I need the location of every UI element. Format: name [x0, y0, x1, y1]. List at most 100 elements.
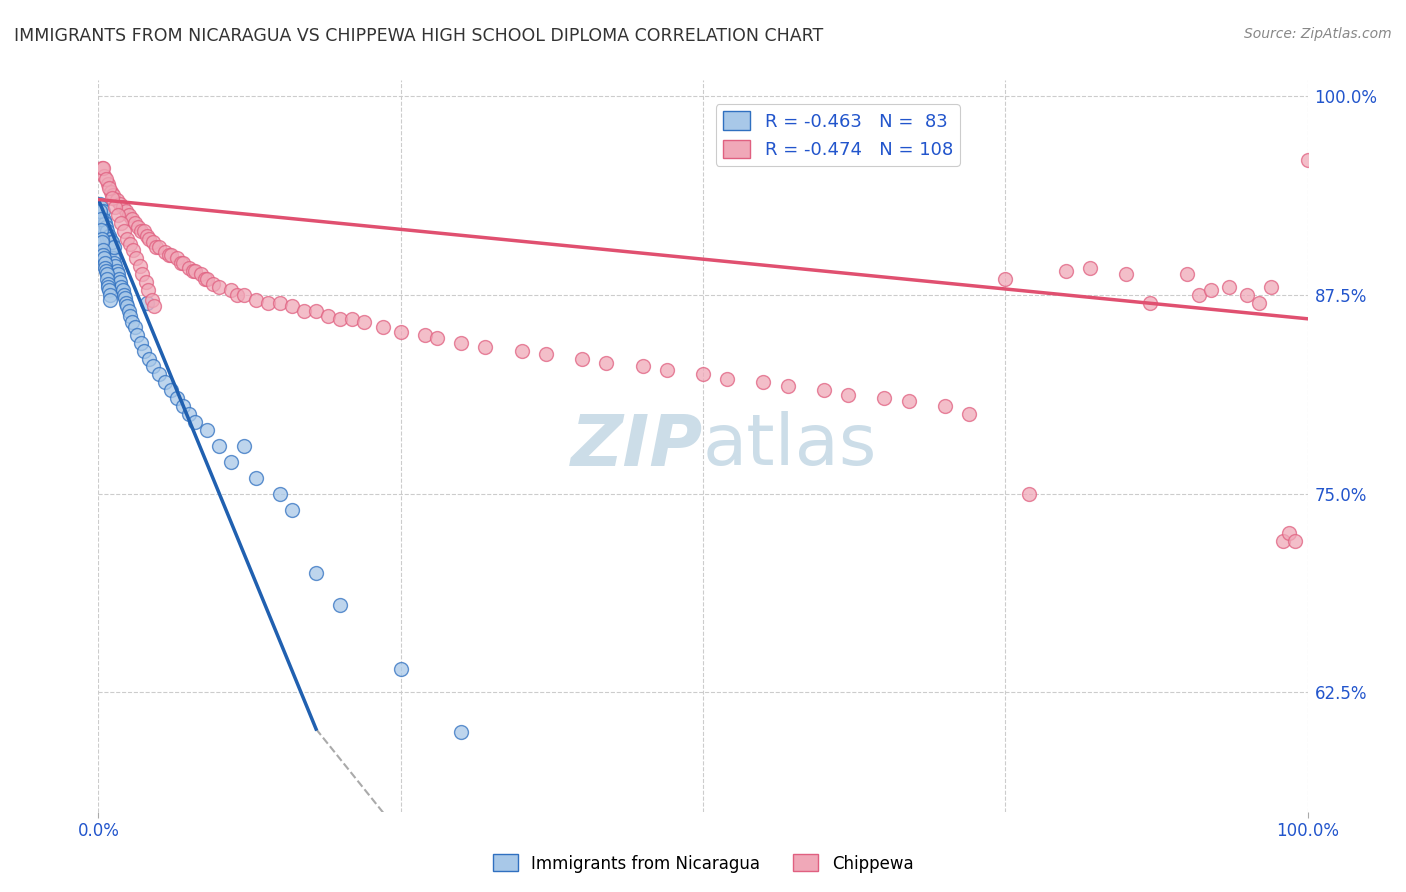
- Point: [897, 394, 920, 409]
- Point: [93, 213, 115, 227]
- Point: [232, 439, 254, 453]
- Point: [131, 267, 153, 281]
- Point: [141, 293, 163, 307]
- Point: [97, 177, 120, 191]
- Point: [97, 277, 120, 291]
- Point: [90, 201, 112, 215]
- Text: ZIP: ZIP: [571, 411, 703, 481]
- Point: [353, 315, 375, 329]
- Point: [1296, 153, 1319, 167]
- Point: [194, 272, 217, 286]
- Point: [94, 216, 117, 230]
- Point: [125, 252, 148, 266]
- Point: [111, 201, 134, 215]
- Point: [1054, 264, 1077, 278]
- Point: [100, 191, 122, 205]
- Point: [124, 319, 146, 334]
- Point: [135, 229, 157, 244]
- Point: [98, 283, 121, 297]
- Point: [90, 219, 112, 234]
- Point: [195, 423, 218, 437]
- Point: [776, 378, 799, 392]
- Point: [208, 439, 231, 453]
- Legend: R = -0.463   N =  83, R = -0.474   N = 108: R = -0.463 N = 83, R = -0.474 N = 108: [716, 104, 960, 166]
- Point: [91, 235, 114, 250]
- Point: [114, 291, 136, 305]
- Point: [98, 181, 121, 195]
- Point: [100, 235, 122, 250]
- Point: [281, 502, 304, 516]
- Point: [89, 201, 111, 215]
- Point: [195, 272, 218, 286]
- Point: [305, 566, 328, 581]
- Point: [413, 327, 436, 342]
- Point: [118, 209, 141, 223]
- Point: [100, 244, 122, 258]
- Point: [104, 260, 127, 274]
- Point: [148, 368, 170, 382]
- Legend: Immigrants from Nicaragua, Chippewa: Immigrants from Nicaragua, Chippewa: [486, 847, 920, 880]
- Point: [281, 299, 304, 313]
- Point: [90, 211, 112, 226]
- Point: [103, 240, 125, 254]
- Point: [91, 219, 114, 234]
- Point: [134, 224, 156, 238]
- Point: [221, 283, 243, 297]
- Point: [160, 248, 183, 262]
- Point: [121, 315, 143, 329]
- Point: [957, 407, 980, 421]
- Point: [129, 224, 152, 238]
- Point: [934, 399, 956, 413]
- Point: [115, 203, 138, 218]
- Point: [138, 351, 160, 366]
- Point: [110, 216, 132, 230]
- Point: [148, 240, 170, 254]
- Point: [655, 362, 678, 376]
- Point: [143, 299, 166, 313]
- Point: [112, 224, 135, 238]
- Point: [752, 376, 775, 390]
- Point: [136, 283, 159, 297]
- Point: [1236, 288, 1258, 302]
- Point: [91, 161, 114, 175]
- Point: [101, 252, 124, 266]
- Text: Source: ZipAtlas.com: Source: ZipAtlas.com: [1244, 27, 1392, 41]
- Point: [104, 201, 127, 215]
- Point: [329, 598, 352, 612]
- Point: [117, 299, 139, 313]
- Point: [305, 303, 328, 318]
- Point: [1272, 534, 1295, 549]
- Point: [91, 244, 114, 258]
- Point: [166, 392, 188, 406]
- Point: [142, 359, 165, 374]
- Point: [108, 272, 131, 286]
- Point: [89, 197, 111, 211]
- Point: [118, 309, 141, 323]
- Point: [105, 193, 128, 207]
- Point: [474, 340, 496, 354]
- Point: [118, 237, 141, 252]
- Point: [117, 232, 139, 246]
- Point: [93, 240, 115, 254]
- Point: [232, 288, 254, 302]
- Point: [138, 232, 160, 246]
- Point: [111, 283, 134, 297]
- Point: [96, 267, 118, 281]
- Point: [1115, 267, 1137, 281]
- Point: [110, 280, 132, 294]
- Point: [145, 240, 167, 254]
- Point: [105, 264, 128, 278]
- Point: [94, 260, 117, 275]
- Point: [135, 275, 157, 289]
- Point: [316, 309, 339, 323]
- Point: [179, 260, 201, 275]
- Point: [94, 172, 117, 186]
- Point: [1218, 280, 1240, 294]
- Point: [389, 325, 412, 339]
- Point: [256, 296, 278, 310]
- Point: [1199, 283, 1222, 297]
- Point: [245, 471, 267, 485]
- Point: [1018, 486, 1040, 500]
- Text: atlas: atlas: [703, 411, 877, 481]
- Point: [245, 293, 267, 307]
